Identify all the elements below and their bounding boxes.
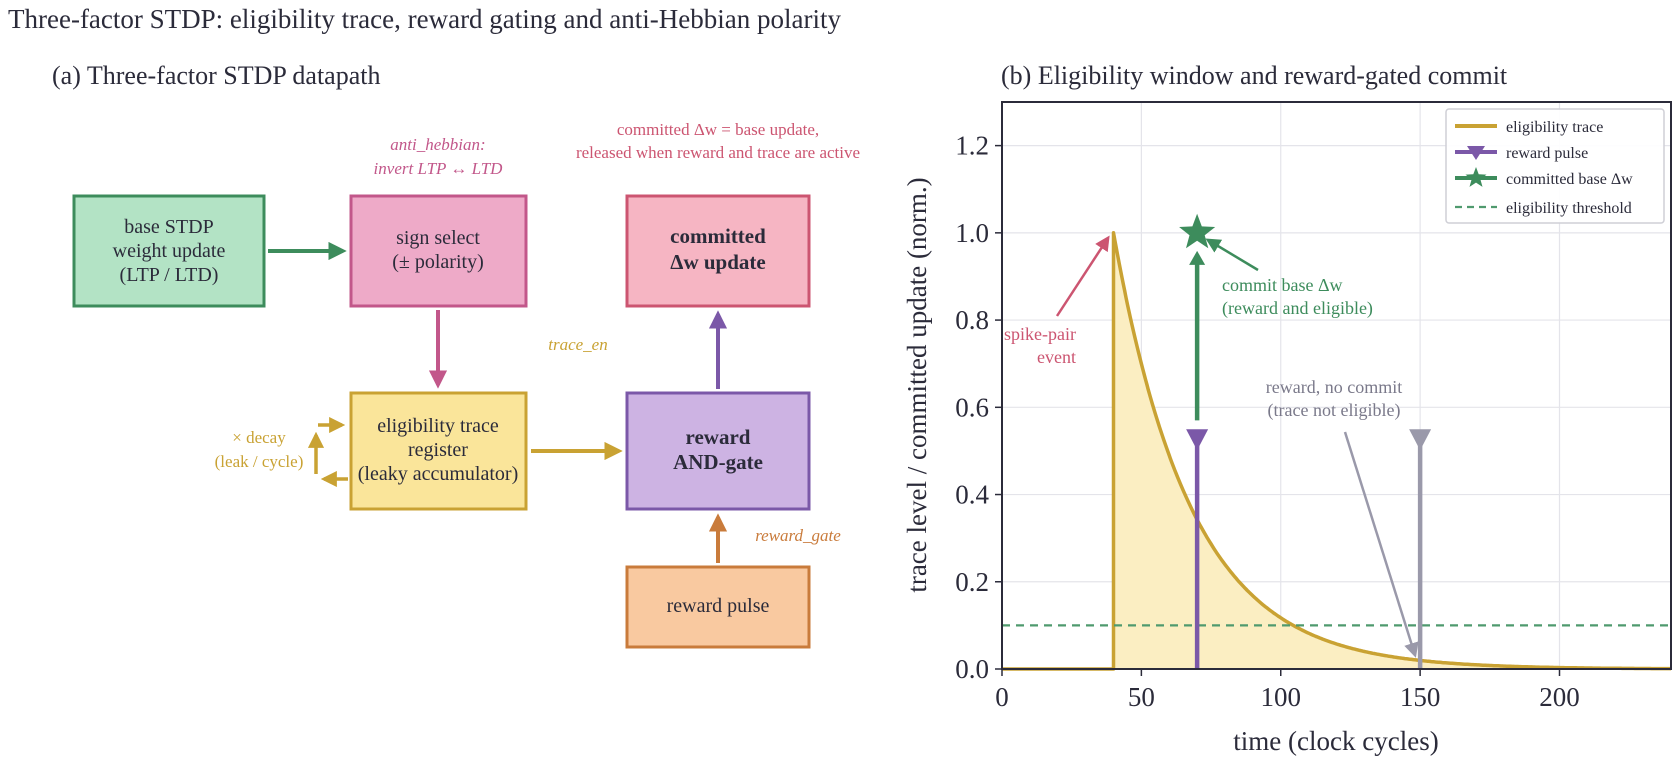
legend-box: [1445, 108, 1665, 224]
commit-arrow: [1205, 238, 1259, 272]
trace-en-label: trace_en: [548, 335, 607, 354]
reward-gate-label: reward_gate: [755, 526, 841, 545]
y-tick-label: 1.2: [955, 131, 989, 161]
x-axis-label: time (clock cycles): [1233, 726, 1438, 756]
anti-hebbian-line-1: anti_hebbian:: [390, 135, 485, 154]
y-tick-label: 0.2: [955, 567, 989, 597]
panel-b: (b) Eligibility window and reward-gated …: [902, 61, 1672, 756]
committed-update-box: committed Δw update: [625, 194, 811, 308]
spike-event-arrow: [1055, 235, 1110, 317]
panel-b-title: (b) Eligibility window and reward-gated …: [1001, 61, 1508, 90]
reward-pulse-marker: [1409, 429, 1432, 451]
x-tick-label: 150: [1400, 682, 1441, 712]
legend-commit-marker: [1465, 167, 1487, 187]
base-box-line-2: weight update: [113, 240, 226, 262]
sign-select-box: sign select (± polarity): [349, 194, 528, 308]
eligibility-chart: 0 50 100 150 200 0.0 0.2 0.4 0.6 0.8 1.0 1.2 time (…: [902, 101, 1672, 756]
commit-arrowhead: [1189, 250, 1206, 265]
sign-box-line-1: sign select: [396, 227, 480, 249]
figure-title: Three-factor STDP: eligibility trace, re…: [8, 4, 841, 34]
gate-box-line-2: AND-gate: [673, 450, 763, 474]
x-tick-label: 200: [1539, 682, 1580, 712]
y-axis-label: trace level / committed update (norm.): [902, 177, 932, 592]
trace-box-line-1: eligibility trace: [377, 415, 499, 437]
reward-pulse-marker: [1186, 429, 1209, 451]
chart-legend: eligibility trace reward pulse committed…: [1445, 108, 1665, 224]
base-box-line-3: (LTP / LTD): [120, 264, 219, 286]
x-tick-label: 100: [1261, 682, 1302, 712]
eligibility-trace-line: [1002, 231, 1672, 671]
chart-ticks: 0 50 100 150 200 0.0 0.2 0.4 0.6 0.8 1.0 1.2: [955, 131, 1580, 712]
x-tick-label: 50: [1128, 682, 1155, 712]
reward-and-gate-box: reward AND-gate: [625, 391, 811, 511]
plot-frame: [1001, 101, 1672, 670]
committed-note-line-2: released when reward and trace are activ…: [576, 143, 860, 162]
y-tick-label: 0.8: [955, 305, 989, 335]
trace-area: [1002, 232, 1671, 670]
committed-box-line-1: committed: [670, 224, 766, 248]
trace-box-line-2: register: [408, 439, 468, 461]
x-tick-label: 0: [995, 682, 1009, 712]
eligibility-trace-box: eligibility trace register (leaky accumu…: [349, 391, 528, 511]
legend-trace-label: eligibility trace: [1506, 119, 1603, 136]
committed-note-line-1: committed Δw = base update,: [617, 120, 819, 139]
base-stdp-box: base STDP weight update (LTP / LTD): [72, 194, 266, 308]
spike-label-line-2: event: [1037, 347, 1076, 367]
reward-pulse-box: reward pulse: [625, 565, 811, 649]
y-tick-label: 0.6: [955, 392, 989, 422]
panel-a: (a) Three-factor STDP datapath base STDP…: [52, 61, 860, 649]
no-commit-arrow: [1343, 431, 1419, 658]
no-commit-line-2: (trace not eligible): [1268, 400, 1401, 421]
committed-star-marker: [1179, 213, 1216, 249]
base-box-line-1: base STDP: [124, 216, 213, 238]
committed-box-line-2: Δw update: [670, 250, 765, 274]
decay-label-line-1: × decay: [232, 428, 286, 447]
legend-commit-label: committed base Δw: [1506, 171, 1633, 188]
panel-a-title: (a) Three-factor STDP datapath: [52, 61, 380, 90]
reward-box-line-1: reward pulse: [667, 595, 770, 617]
spike-label-line-1: spike-pair: [1004, 324, 1076, 344]
y-tick-label: 0.4: [955, 480, 989, 510]
legend-threshold-label: eligibility threshold: [1506, 200, 1632, 217]
trace-box-line-3: (leaky accumulator): [358, 463, 518, 485]
legend-reward-marker: [1467, 146, 1485, 160]
legend-reward-label: reward pulse: [1506, 145, 1588, 162]
sign-box-line-2: (± polarity): [392, 251, 484, 273]
commit-label-line-1: commit base Δw: [1222, 275, 1343, 295]
commit-label-line-2: (reward and eligible): [1222, 298, 1373, 319]
y-tick-label: 1.0: [955, 218, 989, 248]
chart-series: [1002, 213, 1672, 671]
y-tick-label: 0.0: [955, 654, 989, 684]
decay-loop-arrows: [307, 416, 348, 488]
no-commit-line-1: reward, no commit: [1266, 377, 1402, 397]
gate-box-line-1: reward: [686, 425, 751, 449]
decay-label-line-2: (leak / cycle): [215, 452, 304, 471]
trace-fill: [1002, 232, 1671, 670]
anti-hebbian-line-2: invert LTP ↔ LTD: [374, 159, 504, 178]
